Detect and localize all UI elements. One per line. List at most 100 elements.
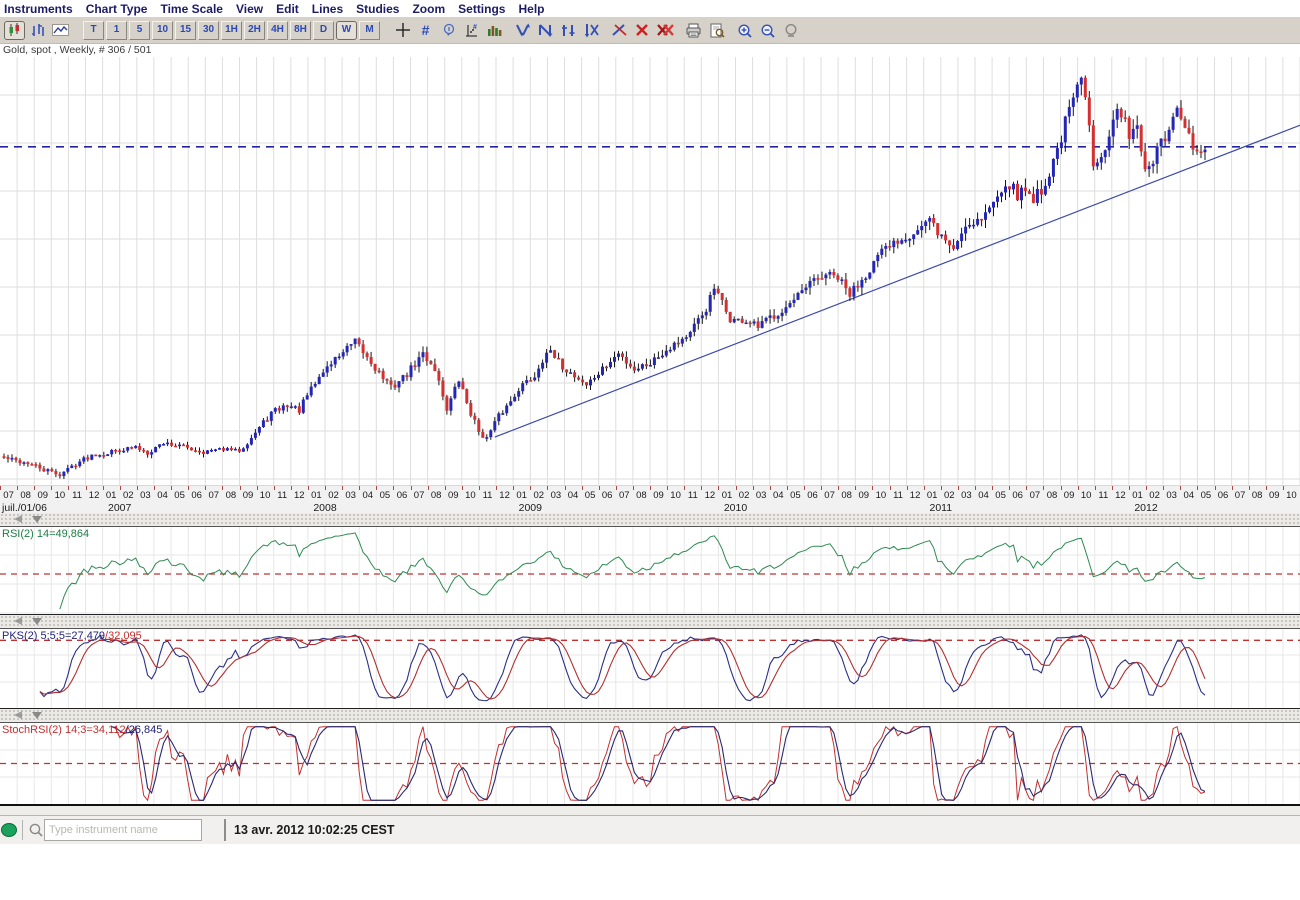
zoom-out-icon[interactable] bbox=[757, 21, 778, 40]
month-label: 08 bbox=[841, 490, 852, 501]
timeframe-button-1[interactable]: 1 bbox=[106, 20, 127, 40]
stochrsi-indicator-label: StochRSI(2) 14;3=34,112/26,845 bbox=[2, 724, 162, 736]
candlestick-chart-button[interactable] bbox=[4, 20, 25, 40]
timeframe-button-1h[interactable]: 1H bbox=[221, 20, 242, 40]
edit-line-tool-icon[interactable] bbox=[609, 21, 630, 40]
panel-splitter[interactable] bbox=[0, 709, 1300, 722]
month-label: 03 bbox=[755, 490, 767, 501]
timeframe-label: M bbox=[365, 24, 374, 35]
month-label: 01 bbox=[105, 490, 117, 501]
axis-tick bbox=[735, 486, 737, 490]
parallel-channel-tool-icon[interactable] bbox=[558, 21, 579, 40]
panel-splitter[interactable] bbox=[0, 615, 1300, 628]
print-icon[interactable] bbox=[683, 21, 704, 40]
main-price-chart[interactable] bbox=[0, 57, 1300, 485]
timeframe-button-8h[interactable]: 8H bbox=[290, 20, 311, 40]
axis-tick bbox=[1009, 486, 1011, 490]
month-label: 04 bbox=[978, 490, 989, 501]
collapse-down-icon[interactable] bbox=[32, 617, 42, 625]
downtrend-line-tool-icon[interactable] bbox=[512, 21, 533, 40]
month-label: 03 bbox=[140, 490, 151, 501]
axis-tick bbox=[102, 486, 104, 490]
menu-item-view[interactable]: View bbox=[235, 1, 264, 16]
search-icon bbox=[29, 823, 43, 837]
instrument-search-input[interactable] bbox=[44, 819, 202, 841]
axis-tick bbox=[615, 486, 617, 490]
timeframe-button-m[interactable]: M bbox=[359, 20, 380, 40]
zoom-reset-icon[interactable] bbox=[780, 21, 801, 40]
month-label: 09 bbox=[858, 490, 870, 501]
month-label: 01 bbox=[516, 490, 527, 501]
month-label: 04 bbox=[567, 490, 579, 501]
timeframe-button-2h[interactable]: 2H bbox=[244, 20, 265, 40]
menu-item-time-scale[interactable]: Time Scale bbox=[160, 1, 223, 16]
month-label: 08 bbox=[636, 490, 647, 501]
pks-panel: PKS(2) 5;5;5=27,479/32,095 bbox=[0, 628, 1300, 709]
menu-item-lines[interactable]: Lines bbox=[311, 1, 344, 16]
collapse-left-icon[interactable] bbox=[14, 617, 22, 625]
print-preview-icon[interactable] bbox=[706, 21, 727, 40]
splitter-grips[interactable] bbox=[14, 617, 42, 625]
month-label: 08 bbox=[430, 490, 442, 501]
delete-all-lines-icon[interactable] bbox=[655, 21, 676, 40]
axis-tick bbox=[513, 486, 515, 490]
menu-item-settings[interactable]: Settings bbox=[458, 1, 506, 16]
month-label: 12 bbox=[88, 490, 100, 501]
axis-tick bbox=[307, 486, 309, 490]
month-label: 01 bbox=[926, 490, 938, 501]
timeframe-button-group: T 1 5 10 15 30 1H 2H 4H 8H D W M bbox=[82, 20, 381, 40]
month-label: 01 bbox=[721, 490, 733, 501]
menu-item-chart-type[interactable]: Chart Type bbox=[85, 1, 148, 16]
month-label: 01 bbox=[311, 490, 322, 501]
pks-chart[interactable] bbox=[0, 629, 1300, 708]
volume-histogram-icon[interactable] bbox=[484, 21, 505, 40]
timeframe-button-d[interactable]: D bbox=[313, 20, 334, 40]
rsi-indicator-label: RSI(2) 14=49,864 bbox=[2, 528, 89, 540]
rsi-label-text: RSI(2) 14=49,864 bbox=[2, 528, 90, 540]
axis-tick bbox=[68, 486, 70, 490]
axis-tick bbox=[821, 486, 822, 490]
menu-item-studies[interactable]: Studies bbox=[356, 1, 400, 16]
zoom-in-icon[interactable] bbox=[734, 21, 755, 40]
menu-item-edit[interactable]: Edit bbox=[276, 1, 299, 16]
splitter-grips[interactable] bbox=[14, 711, 42, 719]
timeframe-button-t[interactable]: T bbox=[83, 20, 104, 40]
collapse-left-icon[interactable] bbox=[14, 515, 22, 523]
panel-splitter[interactable] bbox=[0, 513, 1300, 526]
menu-item-zoom[interactable]: Zoom bbox=[412, 1, 446, 16]
axis-tick bbox=[1180, 486, 1182, 490]
axis-tick bbox=[769, 486, 771, 490]
collapse-left-icon[interactable] bbox=[14, 711, 22, 719]
collapse-down-icon[interactable] bbox=[32, 515, 42, 523]
collapse-down-icon[interactable] bbox=[32, 711, 42, 719]
month-label: 11 bbox=[72, 490, 82, 501]
month-label: 02 bbox=[123, 490, 134, 501]
timeframe-button-4h[interactable]: 4H bbox=[267, 20, 288, 40]
line-chart-button[interactable] bbox=[50, 21, 71, 40]
crossed-lines-tool-icon[interactable] bbox=[581, 21, 602, 40]
menu-item-help[interactable]: Help bbox=[518, 1, 545, 16]
timeframe-button-30[interactable]: 30 bbox=[198, 20, 219, 40]
rsi-chart[interactable] bbox=[0, 527, 1300, 614]
uptrend-line-tool-icon[interactable] bbox=[535, 21, 556, 40]
price-marker-icon[interactable]: # bbox=[461, 21, 482, 40]
timeframe-button-w[interactable]: W bbox=[336, 20, 357, 40]
month-label: 03 bbox=[961, 490, 972, 501]
year-label: 2010 bbox=[723, 502, 748, 513]
month-label: 08 bbox=[1251, 490, 1263, 501]
splitter-grips[interactable] bbox=[14, 515, 42, 523]
axis-tick bbox=[564, 486, 566, 490]
timeframe-button-5[interactable]: 5 bbox=[129, 20, 150, 40]
crosshair-tool-icon[interactable] bbox=[392, 21, 413, 40]
timeframe-label: 5 bbox=[136, 24, 143, 35]
timeframe-button-10[interactable]: 10 bbox=[152, 20, 173, 40]
stochrsi-chart[interactable] bbox=[0, 723, 1300, 804]
delete-line-icon[interactable] bbox=[632, 21, 653, 40]
menu-item-instruments[interactable]: Instruments bbox=[4, 1, 73, 16]
timeframe-button-15[interactable]: 15 bbox=[175, 20, 196, 40]
info-bubble-icon[interactable] bbox=[438, 21, 459, 40]
axis-tick bbox=[598, 486, 600, 490]
grid-toggle-icon[interactable]: # bbox=[421, 22, 430, 38]
month-label: 12 bbox=[294, 490, 305, 501]
ohlc-bar-chart-button[interactable] bbox=[27, 21, 48, 40]
